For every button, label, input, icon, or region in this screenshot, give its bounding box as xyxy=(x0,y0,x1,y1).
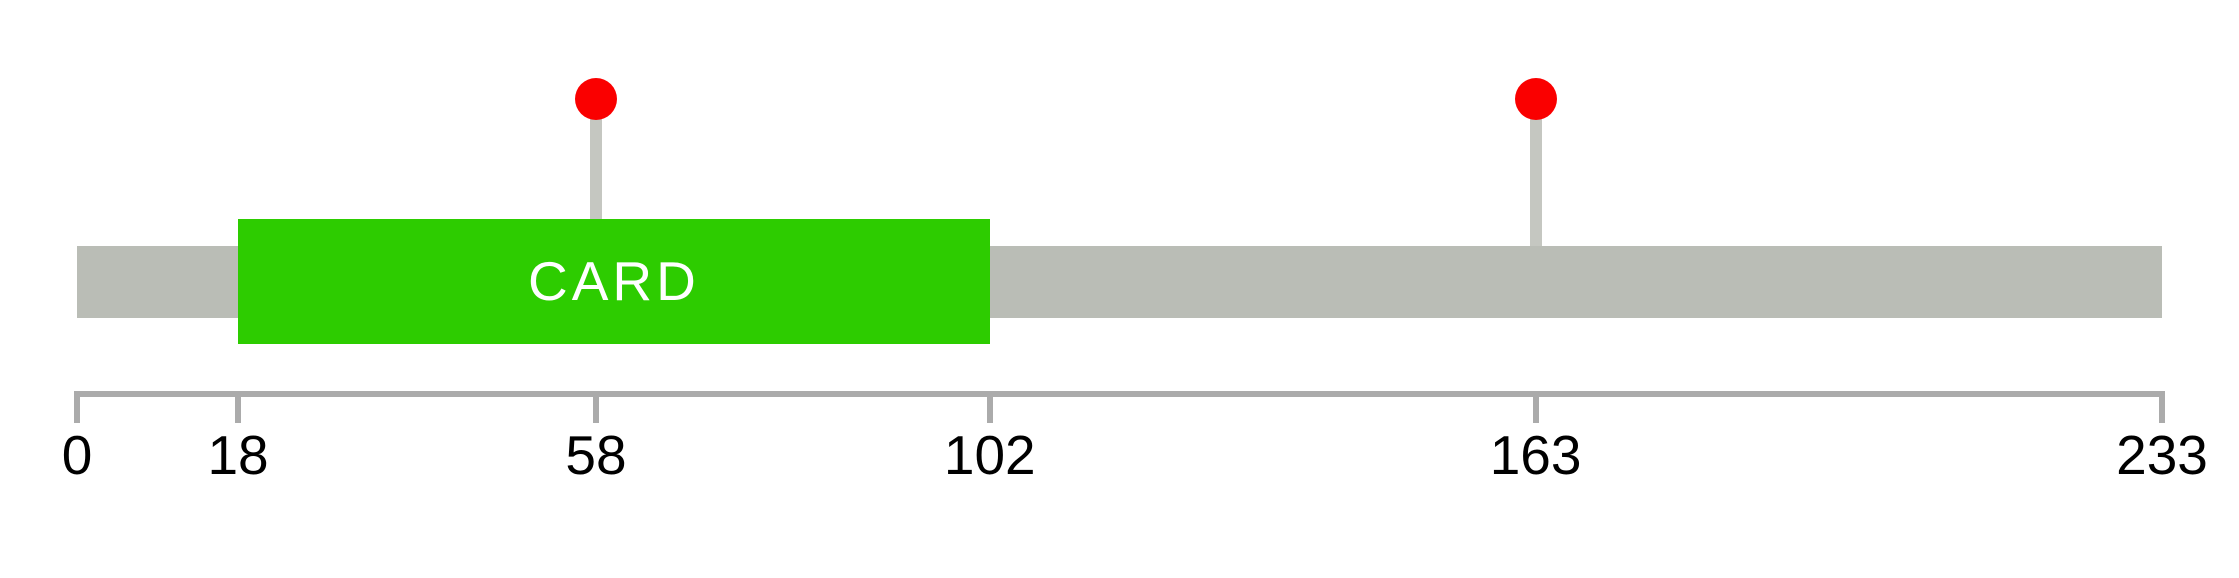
axis-tick-label: 102 xyxy=(943,424,1036,486)
lollipop-head xyxy=(575,78,617,120)
axis-tick-label: 163 xyxy=(1489,424,1582,486)
axis-line xyxy=(74,391,2165,397)
axis-tick-label: 18 xyxy=(207,424,269,486)
axis-tick xyxy=(986,391,993,423)
lollipop-head xyxy=(1514,78,1557,120)
axis-tick xyxy=(2159,391,2165,423)
axis-tick xyxy=(235,391,242,423)
lollipop-stick xyxy=(1529,110,1542,282)
axis-tick xyxy=(1532,391,1539,423)
axis-tick-label: 233 xyxy=(2116,424,2208,486)
domain-box-card: CARD xyxy=(238,219,990,344)
axis-tick xyxy=(74,391,80,423)
axis-tick-label: 58 xyxy=(565,424,627,486)
axis-tick-label: 0 xyxy=(61,424,93,486)
axis-tick xyxy=(593,391,599,423)
domain-label: CARD xyxy=(527,250,700,312)
